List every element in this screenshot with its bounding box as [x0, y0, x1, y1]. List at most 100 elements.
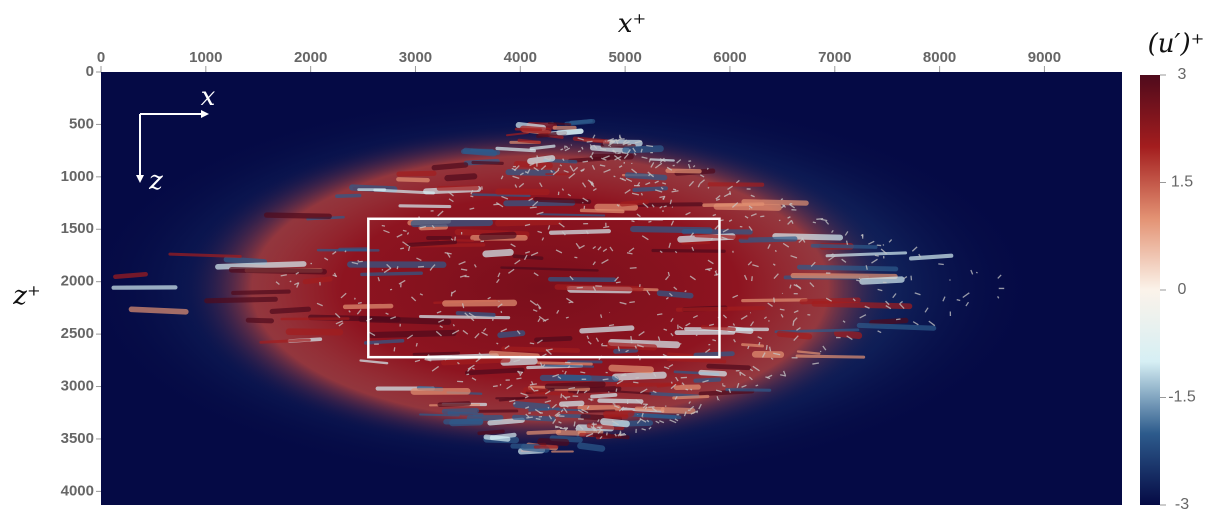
vortex — [334, 312, 341, 319]
vortex — [602, 248, 608, 253]
vortex — [659, 250, 663, 254]
vortex — [592, 188, 597, 192]
streak — [483, 434, 511, 442]
vortex — [600, 314, 603, 319]
streak — [549, 435, 583, 443]
vortex — [687, 163, 691, 169]
streak — [607, 389, 652, 395]
vortex — [780, 374, 787, 377]
vortex — [636, 213, 641, 218]
vortex — [348, 310, 351, 313]
vortex — [554, 425, 563, 429]
vortex — [280, 274, 287, 277]
vortex — [289, 280, 292, 283]
vortex — [497, 303, 503, 308]
vortex — [874, 254, 879, 257]
vortex — [689, 232, 694, 238]
vortex — [473, 264, 477, 268]
vortex — [448, 198, 454, 203]
vortex — [962, 292, 970, 299]
vortex — [561, 370, 564, 372]
vortex — [368, 331, 376, 337]
vortex — [569, 165, 574, 172]
vortex — [414, 359, 421, 363]
vortex — [624, 189, 631, 194]
vortex — [525, 251, 530, 254]
streak — [554, 284, 644, 292]
vortex — [585, 230, 589, 235]
vortex — [581, 146, 584, 150]
vortex — [338, 322, 344, 327]
streak — [204, 296, 278, 304]
y-tick-label: 1000 — [61, 168, 94, 185]
x-tick-label: 8000 — [923, 49, 956, 66]
vortex — [526, 168, 531, 174]
streak — [637, 202, 703, 207]
streak — [706, 363, 751, 371]
vortex — [841, 258, 847, 263]
streak — [519, 125, 552, 135]
vortex — [496, 342, 499, 345]
vortex — [520, 392, 528, 396]
streak — [513, 161, 553, 169]
vortex — [565, 145, 569, 149]
vortex — [536, 211, 544, 215]
streak — [528, 407, 560, 412]
streak — [444, 173, 478, 182]
vortex — [633, 381, 639, 384]
vortex — [437, 210, 444, 217]
vortex — [918, 253, 922, 258]
vortex — [685, 211, 691, 216]
vortex — [641, 428, 646, 431]
streak — [741, 199, 809, 206]
vortex — [416, 257, 422, 262]
vortex — [621, 151, 627, 155]
streak — [619, 199, 650, 207]
colorbar-tick-label: 1.5 — [1171, 174, 1193, 191]
vortex — [741, 384, 747, 388]
vortex — [710, 237, 714, 241]
vortex — [548, 415, 553, 420]
vortex — [513, 402, 516, 405]
vortex — [536, 155, 539, 159]
vortex — [662, 197, 665, 200]
vortex — [640, 388, 648, 394]
vortex — [332, 274, 338, 278]
vortex — [451, 329, 460, 335]
vortex — [568, 387, 576, 390]
vortex — [529, 300, 538, 306]
vortex — [535, 417, 541, 421]
streak — [482, 248, 514, 258]
streak — [790, 273, 898, 280]
vortex — [512, 175, 520, 179]
vortex — [586, 140, 593, 143]
streak — [713, 203, 782, 211]
vortex — [537, 230, 543, 234]
vortex — [924, 307, 929, 313]
streak — [632, 186, 668, 192]
vortex — [560, 409, 564, 413]
streak — [168, 252, 242, 259]
vortex — [659, 157, 665, 164]
vortex — [690, 410, 698, 415]
vortex — [646, 419, 650, 423]
vortex — [743, 274, 748, 281]
vortex — [780, 198, 784, 201]
vortex — [562, 158, 565, 162]
vortex — [585, 432, 594, 438]
vortex — [424, 358, 432, 362]
vortex — [674, 250, 678, 254]
vortex — [715, 389, 723, 393]
colorbar-tick-label: 0 — [1178, 281, 1187, 298]
vortex — [462, 329, 469, 335]
vortex — [599, 436, 603, 440]
vortex — [481, 331, 488, 336]
vortex — [573, 421, 576, 427]
vortex — [592, 245, 597, 250]
vortex — [603, 225, 610, 229]
streak — [582, 409, 616, 413]
vortex — [526, 416, 533, 419]
vortex — [877, 330, 882, 334]
vortex — [689, 275, 696, 281]
vortex — [714, 273, 720, 276]
